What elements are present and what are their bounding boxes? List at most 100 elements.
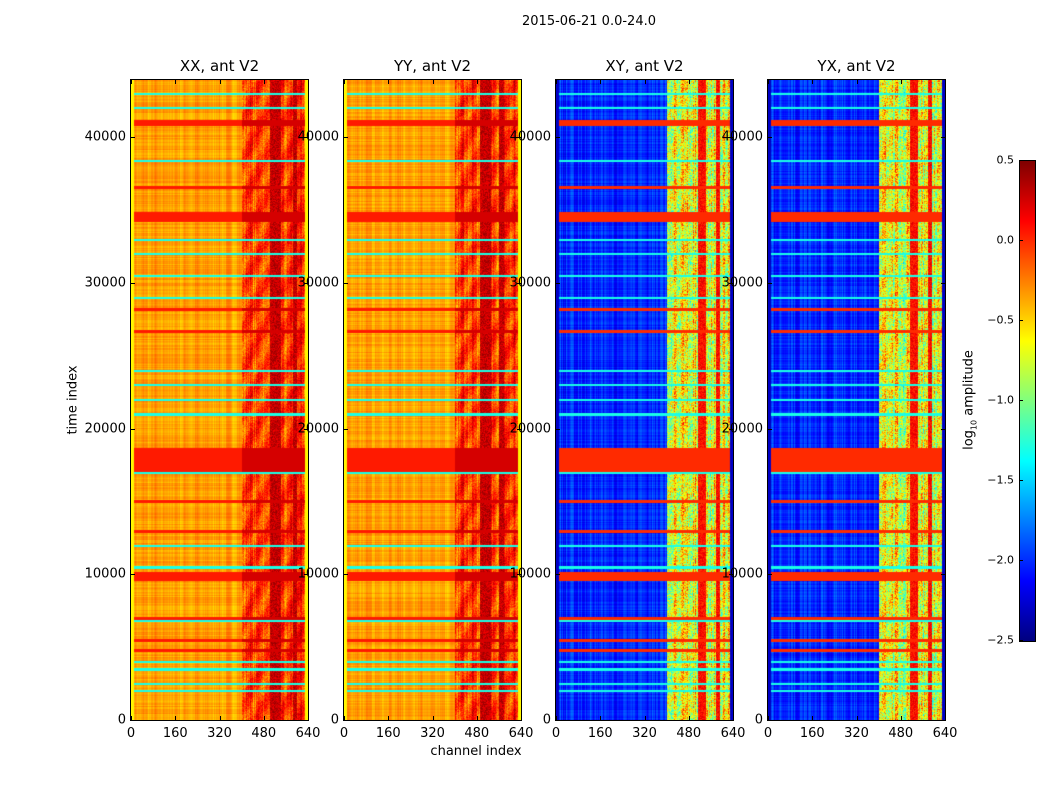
y-tick-mark — [729, 428, 733, 430]
x-tick-mark — [219, 716, 221, 720]
y-tick-mark — [729, 574, 733, 576]
y-tick-mark — [556, 428, 560, 430]
x-tick-mark — [644, 80, 646, 84]
y-tick-label: 10000 — [84, 566, 126, 582]
y-tick-mark — [556, 720, 560, 721]
y-tick-label: 40000 — [84, 129, 126, 145]
panel-title: XX, ant V2 — [179, 57, 260, 75]
colorbar-tick-label: −1.5 — [987, 473, 1014, 487]
x-tick-label: 0 — [551, 726, 561, 741]
x-tick-mark — [600, 80, 602, 84]
heatmap-panel: YX, ant V2 0 10000 20000 30000 40000 0 160 320 48… — [722, 57, 958, 741]
x-tick-mark — [263, 716, 265, 720]
x-tick-label: 160 — [799, 726, 825, 741]
colorbar — [1019, 160, 1036, 642]
y-tick-label: 40000 — [297, 129, 339, 145]
x-axis-label: channel index — [430, 744, 522, 759]
x-tick-mark — [688, 80, 690, 84]
colorbar-label-log: log — [961, 430, 977, 450]
y-tick-mark — [344, 428, 348, 430]
y-tick-mark — [941, 282, 945, 284]
colorbar-tick-mark — [1019, 560, 1023, 561]
x-tick-mark — [476, 716, 478, 720]
y-tick-mark — [768, 428, 772, 430]
colorbar-label-base: 10 — [969, 419, 979, 431]
y-tick-mark — [517, 574, 521, 576]
x-tick-mark — [768, 716, 769, 720]
y-tick-label: 0 — [330, 712, 339, 728]
x-tick-label: 320 — [844, 726, 869, 741]
heatmap-image — [344, 80, 521, 720]
y-tick-mark — [729, 282, 733, 284]
y-tick-mark — [344, 574, 348, 576]
x-tick-mark — [388, 80, 390, 84]
x-tick-label: 160 — [162, 726, 188, 741]
y-tick-label: 20000 — [721, 421, 763, 437]
colorbar-tick-mark — [1019, 480, 1023, 481]
y-tick-mark — [304, 720, 308, 721]
y-tick-mark — [131, 137, 135, 139]
heatmap-image — [556, 80, 733, 720]
x-tick-label: 160 — [587, 726, 613, 741]
y-tick-mark — [768, 137, 772, 139]
y-tick-label: 20000 — [509, 421, 551, 437]
x-tick-mark — [219, 80, 221, 84]
y-tick-mark — [344, 720, 348, 721]
y-tick-label: 30000 — [297, 275, 339, 291]
x-tick-label: 480 — [251, 726, 277, 741]
colorbar-tick-label: −2.5 — [987, 633, 1014, 647]
x-tick-mark — [521, 716, 522, 720]
y-tick-label: 0 — [117, 712, 126, 728]
x-tick-label: 0 — [126, 726, 136, 741]
y-tick-mark — [729, 720, 733, 721]
y-tick-label: 0 — [542, 712, 551, 728]
x-tick-mark — [733, 80, 734, 84]
x-tick-label: 320 — [420, 726, 445, 741]
y-tick-mark — [131, 574, 135, 576]
x-tick-mark — [945, 716, 946, 720]
y-tick-label: 30000 — [721, 275, 763, 291]
y-tick-mark — [304, 137, 308, 139]
y-tick-mark — [941, 428, 945, 430]
y-tick-label: 40000 — [721, 129, 763, 145]
y-tick-mark — [131, 720, 135, 721]
y-tick-mark — [556, 574, 560, 576]
y-tick-label: 10000 — [509, 566, 551, 582]
colorbar-tick-label: 0.0 — [996, 233, 1015, 247]
y-tick-mark — [517, 428, 521, 430]
x-tick-label: 640 — [720, 726, 746, 741]
x-tick-label: 0 — [763, 726, 773, 741]
x-tick-mark — [900, 716, 902, 720]
colorbar-tick-mark — [1019, 400, 1023, 401]
y-tick-mark — [344, 137, 348, 139]
y-tick-mark — [768, 574, 772, 576]
x-tick-mark — [308, 80, 309, 84]
figure-title: 2015-06-21 0.0-24.0 — [522, 14, 656, 29]
x-tick-mark — [388, 716, 390, 720]
y-tick-mark — [304, 574, 308, 576]
x-tick-mark — [900, 80, 902, 84]
heatmap-image — [768, 80, 945, 720]
x-tick-mark — [945, 80, 946, 84]
y-tick-label: 10000 — [721, 566, 763, 582]
colorbar-tick-mark — [1019, 240, 1023, 241]
y-tick-mark — [941, 137, 945, 139]
y-tick-mark — [517, 282, 521, 284]
y-axis-label: time index — [65, 365, 81, 435]
y-tick-label: 30000 — [84, 275, 126, 291]
x-tick-mark — [856, 716, 858, 720]
y-tick-mark — [941, 720, 945, 721]
x-tick-mark — [556, 716, 557, 720]
y-tick-label: 0 — [754, 712, 763, 728]
y-tick-mark — [556, 282, 560, 284]
heatmap-panel: XY, ant V2 0 10000 20000 30000 40000 0 160 320 48… — [510, 57, 746, 741]
colorbar-tick-mark — [1019, 160, 1023, 161]
panel-title: YY, ant V2 — [393, 57, 471, 75]
x-tick-mark — [344, 80, 345, 84]
x-tick-mark — [600, 716, 602, 720]
x-tick-mark — [432, 716, 434, 720]
colorbar-label-text: amplitude — [961, 350, 977, 420]
y-tick-mark — [556, 137, 560, 139]
panel-title: XY, ant V2 — [605, 57, 684, 75]
